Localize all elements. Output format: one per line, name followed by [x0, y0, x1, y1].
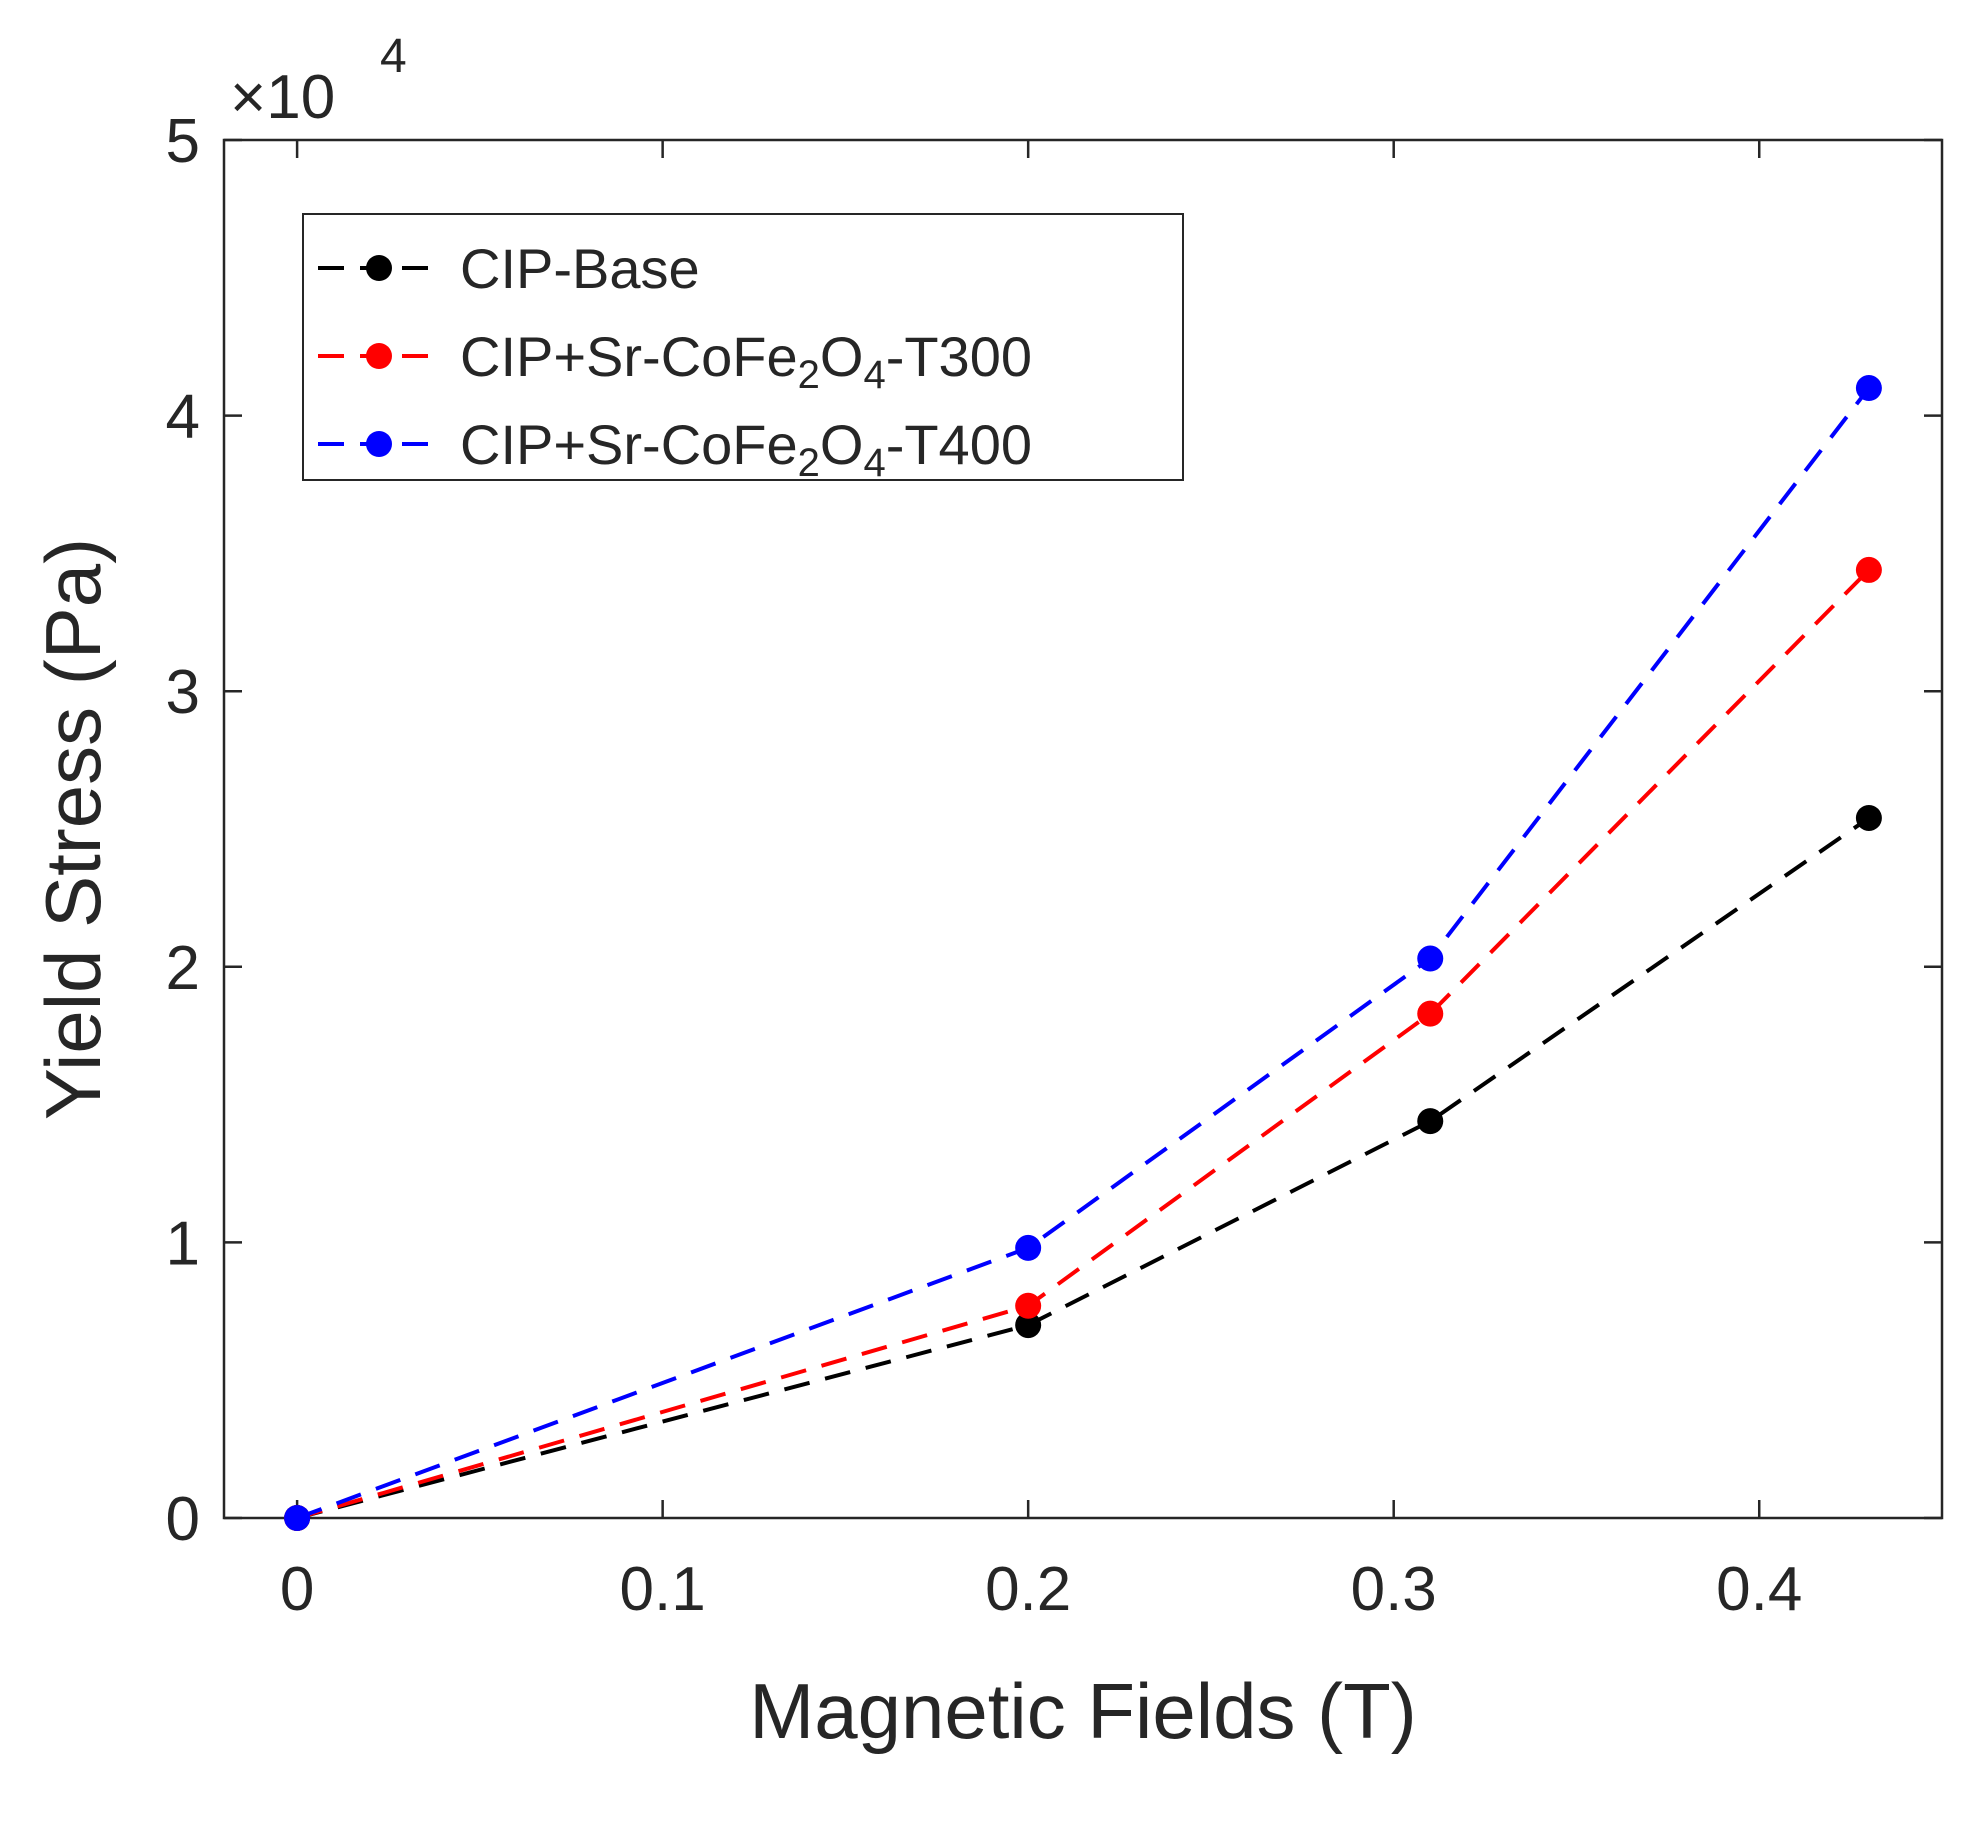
y-tick-label: 4: [166, 383, 200, 452]
y-tick-label: 3: [166, 658, 200, 727]
legend-label-part: CIP+Sr-CoFe: [460, 413, 798, 476]
series-line-1: [296, 816, 1871, 1520]
legend-label-part: O: [820, 413, 864, 476]
y-axis-ticks: 0 1 2 3 4 5: [166, 107, 1942, 1554]
x-tick-label: 0.2: [985, 1555, 1071, 1624]
legend-label-part: O: [820, 325, 864, 388]
x-axis-label: Magnetic Fields (T): [749, 1667, 1417, 1755]
y-multiplier-exponent: 4: [380, 30, 407, 83]
legend-label-2: CIP+Sr-CoFe2O4-T300: [460, 325, 1032, 397]
y-axis-multiplier: ×10 4: [230, 30, 407, 132]
x-tick-label: 0.4: [1716, 1555, 1802, 1624]
legend-label-part: CIP+Sr-CoFe: [460, 325, 798, 388]
legend-label-part: -T300: [886, 325, 1032, 388]
legend-label-part: 4: [863, 353, 885, 397]
series-layer: [284, 375, 1882, 1531]
x-tick-label: 0: [280, 1555, 314, 1624]
x-axis-ticks: 0 0.1 0.2 0.3 0.4: [280, 140, 1802, 1624]
legend-marker-3: [366, 431, 392, 457]
data-point-series-1: [1417, 1108, 1444, 1135]
legend-label-part: 4: [863, 441, 885, 485]
series-line-2: [296, 568, 1871, 1520]
data-point-series-2: [1015, 1292, 1042, 1319]
y-tick-label: 1: [166, 1209, 200, 1278]
data-point-series-3: [1015, 1234, 1042, 1261]
legend-label-part: -T400: [886, 413, 1032, 476]
legend-label-3: CIP+Sr-CoFe2O4-T400: [460, 413, 1032, 485]
data-point-series-2: [1417, 1000, 1444, 1027]
legend-label-part: 2: [798, 441, 820, 485]
data-point-series-3: [284, 1505, 311, 1531]
y-axis-label: Yield Stress (Pa): [29, 538, 117, 1120]
data-point-series-1: [1015, 1312, 1042, 1339]
legend: CIP-BaseCIP+Sr-CoFe2O4-T300CIP+Sr-CoFe2O…: [302, 213, 1184, 485]
data-point-series-2: [1855, 556, 1882, 583]
legend-label-part: CIP-Base: [460, 237, 700, 300]
legend-marker-1: [366, 255, 392, 281]
y-tick-label: 2: [166, 934, 200, 1003]
y-tick-label: 0: [166, 1485, 200, 1554]
data-point-series-3: [1855, 375, 1882, 402]
series-line-3: [296, 386, 1871, 1520]
legend-marker-2: [366, 343, 392, 369]
y-multiplier-base: ×10: [230, 63, 335, 132]
y-tick-label: 5: [166, 107, 200, 176]
legend-label-part: 2: [798, 353, 820, 397]
data-point-series-3: [1417, 945, 1444, 972]
x-tick-label: 0.3: [1351, 1555, 1437, 1624]
legend-box: [302, 213, 1184, 481]
legend-label-1: CIP-Base: [460, 237, 700, 300]
x-tick-label: 0.1: [620, 1555, 706, 1624]
data-point-series-1: [1855, 804, 1882, 831]
